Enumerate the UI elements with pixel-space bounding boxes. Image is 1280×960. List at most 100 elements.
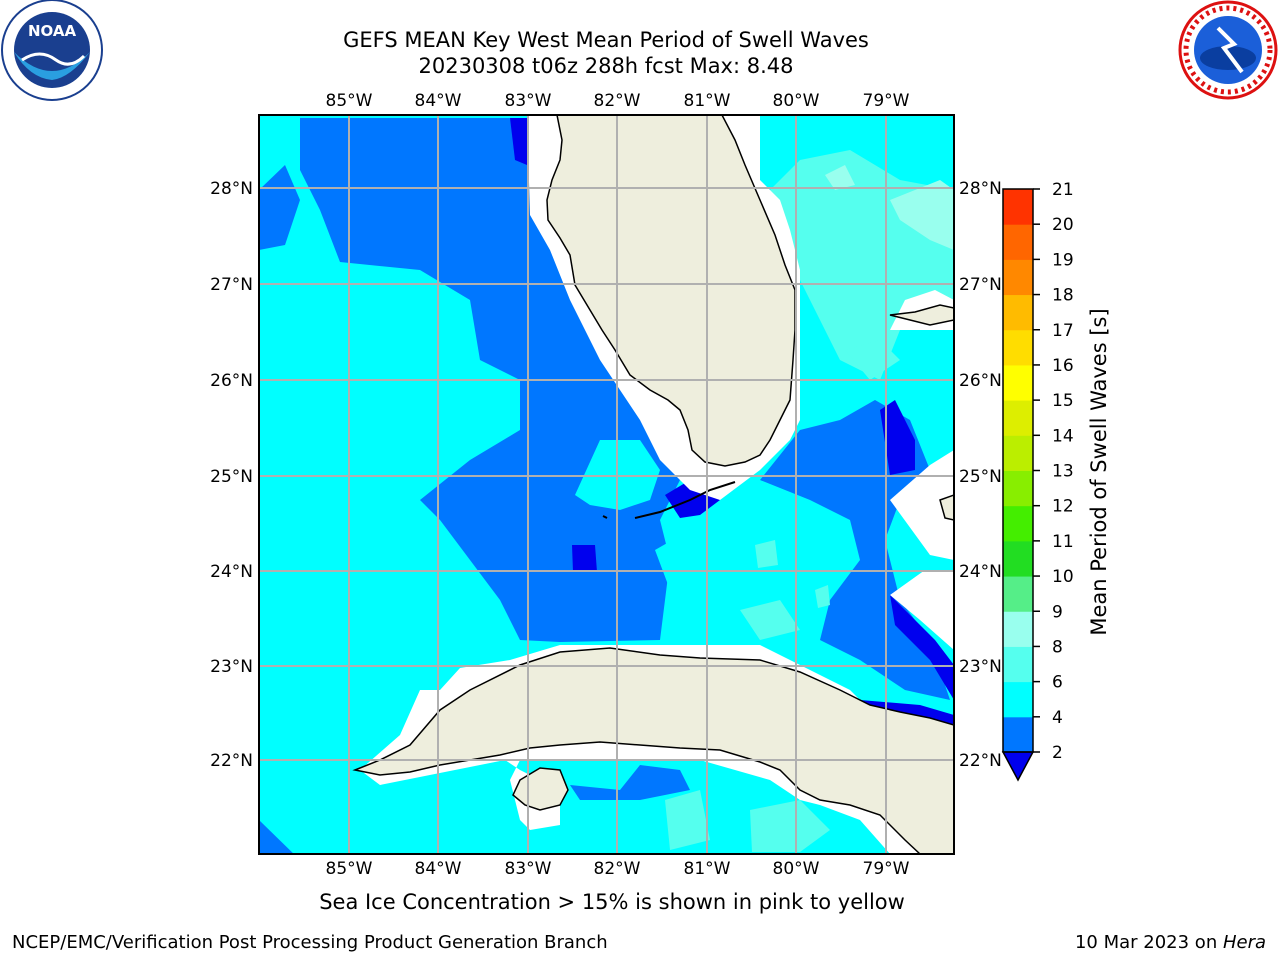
lon-label: 82°W: [594, 859, 641, 879]
lon-label: 79°W: [863, 859, 910, 879]
map-title: GEFS MEAN Key West Mean Period of Swell …: [343, 28, 869, 52]
swell-lt2-region: [510, 118, 527, 165]
colorbar-tick-label: 2: [1052, 743, 1063, 763]
lat-label: 24°N: [959, 562, 1002, 582]
colorbar-tick-label: 12: [1052, 497, 1074, 517]
colorbar-segment: [1003, 400, 1033, 436]
lon-label: 82°W: [594, 91, 641, 111]
lon-label: 80°W: [773, 859, 820, 879]
colorbar-segment: [1003, 540, 1033, 577]
florida-landmass: [546, 115, 796, 467]
lon-label: 85°W: [326, 91, 373, 111]
lon-label: 84°W: [415, 859, 462, 879]
lat-label: 22°N: [959, 751, 1002, 771]
colorbar-segment: [1003, 224, 1033, 260]
colorbar-segment: [1003, 470, 1033, 507]
lat-label: 22°N: [210, 751, 253, 771]
lon-label: 80°W: [773, 91, 820, 111]
no-data-zone-3: [890, 450, 954, 560]
colorbar-under-triangle: [1001, 751, 1035, 782]
colorbar-tick-label: 16: [1052, 356, 1074, 376]
swell-lt2-region-4: [880, 400, 915, 475]
lon-label: 81°W: [684, 91, 731, 111]
lat-label: 25°N: [959, 467, 1002, 487]
lat-label: 23°N: [210, 657, 253, 677]
colorbar-segment: [1003, 364, 1033, 401]
colorbar-segment: [1003, 716, 1033, 753]
swell-lt2-region-2: [572, 545, 597, 572]
cuba-landmass: [352, 647, 954, 854]
swell-4-6-patch-2: [655, 530, 720, 590]
colorbar-segment: [1003, 505, 1033, 542]
swell-6-8-patch-3: [740, 600, 800, 640]
lat-label: 26°N: [210, 371, 253, 391]
sea-ice-note: Sea Ice Concentration > 15% is shown in …: [319, 890, 905, 914]
footer-date-text: 10 Mar 2023 on: [1074, 932, 1223, 953]
lat-label: 27°N: [210, 275, 253, 295]
lat-label: 27°N: [959, 275, 1002, 295]
lat-labels-right: 28°N 27°N 26°N 25°N 24°N 23°N 22°N: [959, 179, 1002, 771]
colorbar-segment: [1003, 611, 1033, 647]
lat-label: 23°N: [959, 657, 1002, 677]
dry-tortugas: [602, 515, 608, 519]
map-gridlines: [259, 115, 954, 854]
lon-label: 84°W: [415, 91, 462, 111]
footer-credit: NCEP/EMC/Verification Post Processing Pr…: [12, 932, 608, 953]
grand-bahama: [889, 304, 954, 326]
lon-label: 81°W: [684, 859, 731, 879]
colorbar-tick-label: 17: [1052, 321, 1074, 341]
swell-6-8-patch-7: [815, 585, 830, 608]
colorbar-segment: [1003, 189, 1033, 225]
map-area: [259, 115, 954, 854]
colorbar-tick-label: 20: [1052, 215, 1074, 235]
colorbar-segment: [1003, 294, 1033, 331]
florida-keys: [634, 481, 736, 519]
colorbar-tick-label: 19: [1052, 250, 1074, 270]
lat-label: 26°N: [959, 371, 1002, 391]
map-subtitle: 20230308 t06z 288h fcst Max: 8.48: [418, 54, 794, 78]
andros-island: [939, 494, 954, 521]
swell-8-10-patch-2: [825, 165, 855, 190]
colorbar-tick-label: 4: [1052, 708, 1063, 728]
colorbar-tick-label: 14: [1052, 426, 1074, 446]
colorbar: 2 4 6 8 9 10 11 12 13 14 15 16 17 18 19 20 21: [1001, 180, 1074, 782]
colorbar-segment: [1003, 329, 1033, 366]
colorbar-tick-label: 18: [1052, 286, 1074, 306]
footer-host: Hera: [1222, 932, 1266, 953]
colorbar-tick-label: 11: [1052, 532, 1074, 552]
lat-label: 28°N: [210, 179, 253, 199]
swell-6-8-patch-6: [750, 800, 830, 852]
swell-8-10-patch: [890, 180, 954, 250]
colorbar-tick-label: 10: [1052, 567, 1074, 587]
colorbar-segment: [1003, 646, 1033, 683]
lon-labels-bottom: 85°W 84°W 83°W 82°W 81°W 80°W 79°W: [326, 859, 910, 879]
swell-2-4-region: [300, 118, 690, 642]
nws-logo-icon: [1178, 0, 1278, 100]
colorbar-tick-label: 8: [1052, 637, 1063, 657]
colorbar-tick-label: 13: [1052, 462, 1074, 482]
lat-label: 25°N: [210, 467, 253, 487]
lon-label: 79°W: [863, 91, 910, 111]
swell-2-4-region-5: [570, 765, 690, 800]
lat-label: 28°N: [959, 179, 1002, 199]
svg-text:NOAA: NOAA: [28, 22, 77, 40]
swell-6-8-patch-4: [755, 540, 778, 568]
lat-label: 24°N: [210, 562, 253, 582]
colorbar-tick-label: 9: [1052, 602, 1063, 622]
footer-date: 10 Mar 2023 on Hera: [1075, 932, 1266, 953]
colorbar-tick-label: 21: [1052, 180, 1074, 200]
colorbar-segment: [1003, 435, 1033, 471]
swell-lt2-region-5: [890, 595, 954, 700]
colorbar-tick-label: 15: [1052, 391, 1074, 411]
no-data-zone-4: [890, 570, 954, 650]
isla-juventud: [512, 767, 569, 811]
colorbar-segment: [1003, 681, 1033, 718]
lon-label: 85°W: [326, 859, 373, 879]
map-frame: [258, 114, 955, 855]
swell-2-4-region-4: [259, 820, 294, 854]
lon-label: 83°W: [505, 859, 552, 879]
lon-label: 83°W: [505, 91, 552, 111]
swell-2-4-region-2: [259, 165, 300, 250]
colorbar-tick-label: 6: [1052, 673, 1063, 693]
